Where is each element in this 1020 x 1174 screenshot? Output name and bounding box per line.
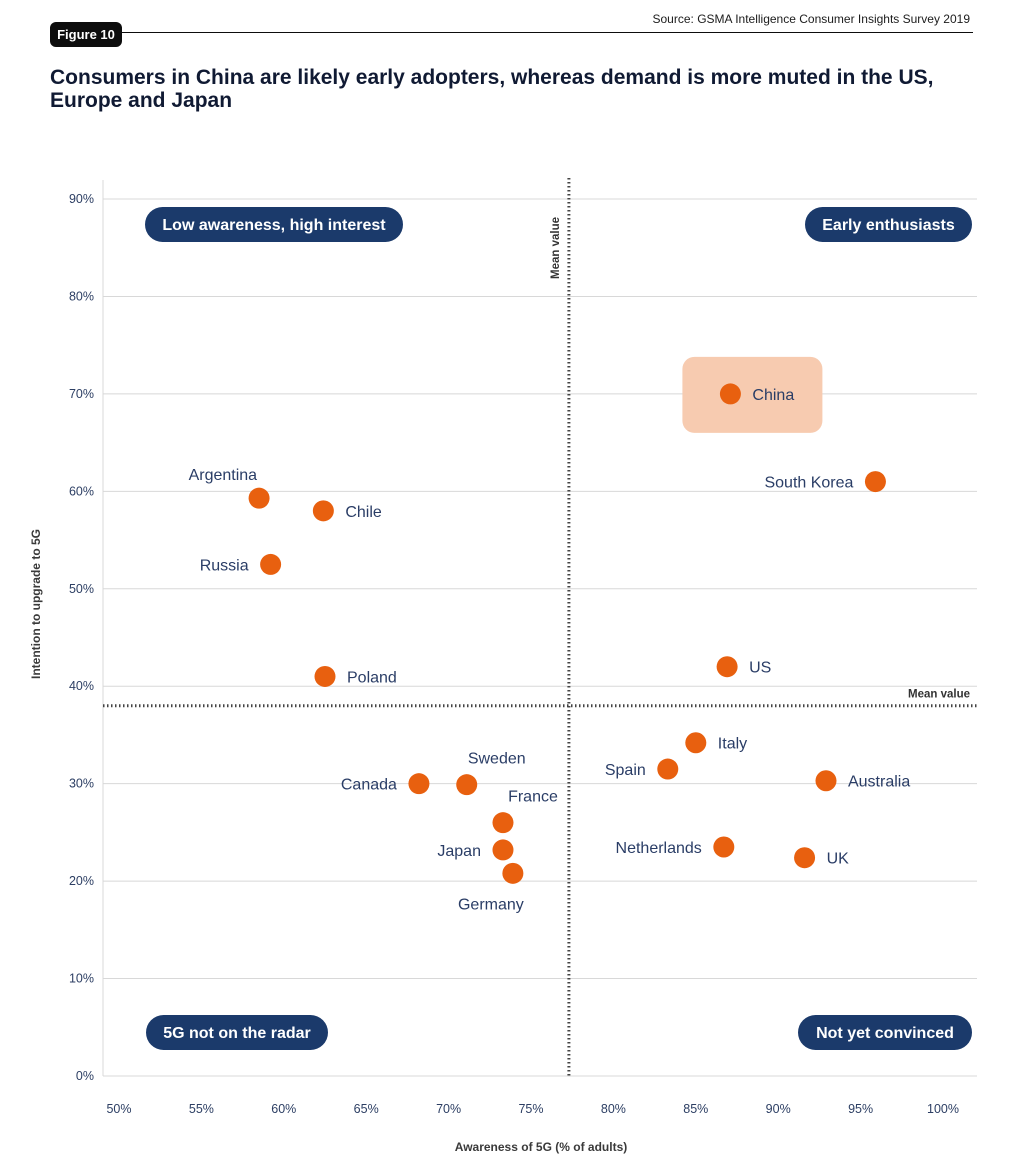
y-tick-label: 60% bbox=[69, 484, 94, 498]
mean-y-label: Mean value bbox=[908, 689, 970, 701]
point-label-sweden: Sweden bbox=[468, 751, 526, 768]
y-axis-title: Intention to upgrade to 5G bbox=[29, 529, 43, 679]
point-sweden bbox=[456, 774, 478, 796]
point-label-japan: Japan bbox=[437, 843, 481, 860]
y-tick-label: 10% bbox=[69, 972, 94, 986]
point-spain bbox=[657, 758, 679, 780]
header-rule bbox=[122, 32, 973, 33]
point-label-poland: Poland bbox=[347, 669, 397, 686]
point-australia bbox=[815, 770, 837, 792]
y-tick-label: 50% bbox=[69, 582, 94, 596]
highlight-box bbox=[682, 356, 823, 433]
point-label-france: France bbox=[508, 789, 558, 806]
point-russia bbox=[260, 553, 282, 575]
y-tick-label: 30% bbox=[69, 777, 94, 791]
quadrant-label-bottom-right: Not yet convinced bbox=[816, 1025, 954, 1042]
y-tick-label: 20% bbox=[69, 874, 94, 888]
point-label-us: US bbox=[749, 660, 771, 677]
point-canada bbox=[408, 773, 430, 795]
x-tick-label: 95% bbox=[848, 1102, 873, 1116]
point-label-australia: Australia bbox=[848, 774, 910, 791]
point-chile bbox=[312, 500, 334, 522]
y-tick-label: 0% bbox=[76, 1069, 94, 1083]
point-label-argentina: Argentina bbox=[189, 467, 258, 484]
point-label-spain: Spain bbox=[605, 762, 646, 779]
x-tick-label: 90% bbox=[766, 1102, 791, 1116]
point-label-netherlands: Netherlands bbox=[616, 840, 702, 857]
point-japan bbox=[492, 839, 514, 861]
point-south-korea bbox=[864, 471, 886, 493]
point-poland bbox=[314, 665, 336, 687]
point-label-china: China bbox=[752, 387, 794, 404]
x-tick-label: 75% bbox=[518, 1102, 543, 1116]
source-note: Source: GSMA Intelligence Consumer Insig… bbox=[652, 12, 971, 26]
figure-label: Figure 10 bbox=[50, 22, 122, 47]
point-germany bbox=[502, 862, 524, 884]
quadrant-label-top-left: Low awareness, high interest bbox=[162, 217, 386, 234]
mean-x-label: Mean value bbox=[550, 217, 562, 279]
x-axis-title: Awareness of 5G (% of adults) bbox=[455, 1140, 627, 1154]
x-tick-label: 55% bbox=[189, 1102, 214, 1116]
point-label-south-korea: South Korea bbox=[764, 475, 853, 492]
chart-title: Consumers in China are likely early adop… bbox=[50, 66, 934, 112]
point-label-uk: UK bbox=[827, 851, 850, 868]
quadrant-label-bottom-left-pill bbox=[146, 1015, 328, 1050]
point-label-russia: Russia bbox=[200, 557, 249, 574]
point-label-canada: Canada bbox=[341, 777, 397, 794]
point-label-germany: Germany bbox=[458, 896, 524, 913]
y-tick-label: 70% bbox=[69, 387, 94, 401]
x-tick-label: 50% bbox=[106, 1102, 131, 1116]
x-tick-label: 70% bbox=[436, 1102, 461, 1116]
quadrant-label-bottom-left: 5G not on the radar bbox=[163, 1025, 311, 1042]
x-tick-label: 80% bbox=[601, 1102, 626, 1116]
point-argentina bbox=[248, 487, 270, 509]
point-france bbox=[492, 812, 514, 834]
quadrant-label-bottom-right-pill bbox=[798, 1015, 972, 1050]
y-tick-label: 80% bbox=[69, 289, 94, 303]
point-netherlands bbox=[713, 836, 735, 858]
point-label-chile: Chile bbox=[345, 504, 382, 521]
point-italy bbox=[685, 732, 707, 754]
point-china bbox=[719, 383, 741, 405]
x-tick-label: 60% bbox=[271, 1102, 296, 1116]
point-uk bbox=[794, 847, 816, 869]
point-label-italy: Italy bbox=[718, 736, 747, 753]
x-tick-label: 100% bbox=[927, 1102, 959, 1116]
y-tick-label: 90% bbox=[69, 192, 94, 206]
quadrant-label-top-right: Early enthusiasts bbox=[822, 217, 955, 234]
x-tick-label: 85% bbox=[683, 1102, 708, 1116]
quadrant-label-top-left-pill bbox=[145, 207, 403, 242]
y-tick-label: 40% bbox=[69, 679, 94, 693]
x-tick-label: 65% bbox=[354, 1102, 379, 1116]
point-us bbox=[716, 656, 738, 678]
quadrant-label-top-right-pill bbox=[805, 207, 972, 242]
